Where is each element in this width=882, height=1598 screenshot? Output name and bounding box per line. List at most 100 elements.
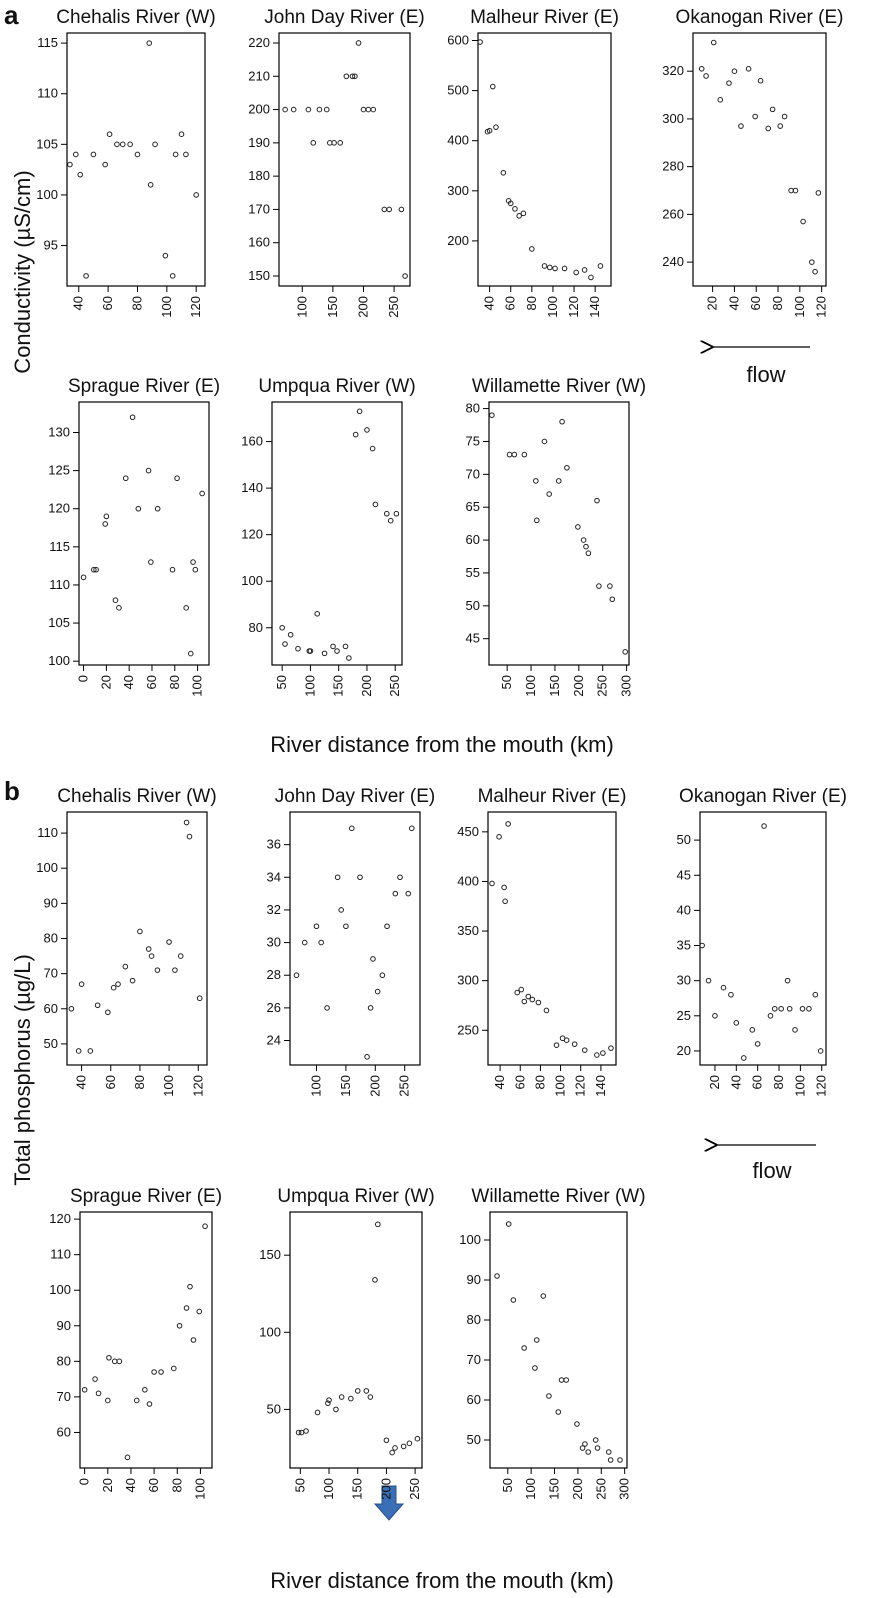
data-point <box>521 451 528 458</box>
data-point <box>733 1020 740 1026</box>
x-tick-label: 60 <box>146 1478 161 1492</box>
x-tick-label: 100 <box>553 1075 568 1097</box>
data-point <box>543 1007 550 1014</box>
data-point <box>546 491 553 497</box>
data-point <box>295 1429 302 1436</box>
x-tick-label: 80 <box>771 1075 786 1089</box>
data-point <box>186 833 193 840</box>
data-point <box>541 263 548 269</box>
y-tick-label: 200 <box>447 233 469 248</box>
data-point <box>170 1365 177 1372</box>
x-tick-label: 250 <box>386 296 401 318</box>
y-tick-label: 35 <box>677 938 691 953</box>
data-point <box>553 1042 560 1048</box>
data-point <box>597 263 604 269</box>
data-point <box>364 427 370 433</box>
data-point <box>384 923 390 930</box>
data-point <box>145 467 152 474</box>
y-tick-label: 180 <box>248 168 270 183</box>
data-point <box>392 1445 398 1451</box>
data-point <box>73 151 79 158</box>
x-tick-label: 80 <box>132 1075 147 1089</box>
data-point <box>563 1377 570 1383</box>
data-point <box>525 993 532 1000</box>
x-tick-label: 100 <box>161 1075 176 1097</box>
data-point <box>310 140 317 146</box>
data-point <box>581 267 588 273</box>
y-tick-label: 130 <box>48 424 70 439</box>
data-point <box>402 273 408 279</box>
data-point <box>767 1013 774 1019</box>
plot-frame <box>79 1211 213 1469</box>
data-point <box>90 151 97 158</box>
data-point <box>573 269 579 276</box>
x-tick-label: 80 <box>129 296 144 310</box>
y-tick-label: 70 <box>44 966 58 981</box>
flow-annotation-a: flow <box>712 347 810 387</box>
data-point <box>282 641 288 647</box>
y-tick-label: 120 <box>241 527 263 542</box>
data-point <box>142 1386 148 1393</box>
y-tick-label: 60 <box>466 532 480 547</box>
chart-panel: Malheur River (E) 250 300 350 400 450 40 60 80 10… <box>457 786 626 1097</box>
data-point <box>305 106 312 113</box>
data-point <box>516 213 522 219</box>
y-tick-label: 100 <box>459 1232 481 1247</box>
data-point <box>806 1005 812 1012</box>
x-axis-label-a: River distance from the mouth (km) <box>270 732 614 757</box>
data-point <box>799 1005 806 1012</box>
data-point <box>105 1009 111 1016</box>
data-point <box>313 923 320 930</box>
x-tick-label: 40 <box>482 296 497 310</box>
data-point <box>81 1386 88 1393</box>
y-tick-label: 105 <box>48 615 70 630</box>
x-tick-label: 60 <box>100 296 115 310</box>
data-point <box>752 113 758 120</box>
data-point <box>607 1457 614 1463</box>
data-point <box>414 1435 421 1442</box>
y-tick-label: 50 <box>267 1401 281 1416</box>
data-point <box>541 438 548 445</box>
chart-title: Okanogan River (E) <box>679 786 847 807</box>
data-point <box>326 1397 332 1403</box>
y-tick-label: 115 <box>49 539 70 554</box>
y-tick-label: 70 <box>466 466 480 481</box>
data-point <box>486 127 493 134</box>
panel-a-label: a <box>4 0 19 30</box>
data-point <box>370 956 376 962</box>
data-point <box>581 1047 588 1053</box>
data-point <box>111 1358 118 1365</box>
data-point <box>400 1443 407 1450</box>
y-tick-label: 320 <box>662 63 684 78</box>
data-point <box>728 991 734 998</box>
y-tick-label: 26 <box>267 1000 281 1015</box>
chart-panel: Malheur River (E) 200 300 400 500 600 40 60 80 10… <box>447 7 619 318</box>
x-tick-label: 150 <box>547 675 562 697</box>
data-point <box>769 106 776 113</box>
y-tick-label: 65 <box>466 499 480 514</box>
data-point <box>169 273 176 279</box>
x-tick-label: 50 <box>274 675 289 689</box>
x-tick-label: 50 <box>292 1478 307 1492</box>
y-tick-label: 45 <box>466 631 480 646</box>
data-point <box>786 1005 793 1012</box>
highlight-arrow-icon <box>373 1485 405 1521</box>
data-point <box>104 1397 111 1404</box>
data-point <box>738 123 744 129</box>
data-point <box>183 605 189 611</box>
data-point <box>540 1293 547 1299</box>
y-tick-label: 80 <box>57 1353 71 1368</box>
data-point <box>124 1454 131 1461</box>
y-tick-label: 34 <box>267 869 281 884</box>
y-tick-label: 150 <box>259 1247 281 1262</box>
x-tick-label: 80 <box>167 675 182 689</box>
data-point <box>318 939 324 946</box>
data-point <box>187 650 194 657</box>
data-point <box>367 1394 374 1400</box>
data-point <box>809 259 815 265</box>
x-tick-label: 40 <box>728 1075 743 1089</box>
data-point <box>193 192 199 198</box>
y-tick-label: 30 <box>677 973 691 988</box>
x-tick-label: 20 <box>707 1075 722 1089</box>
data-point <box>749 1027 756 1033</box>
